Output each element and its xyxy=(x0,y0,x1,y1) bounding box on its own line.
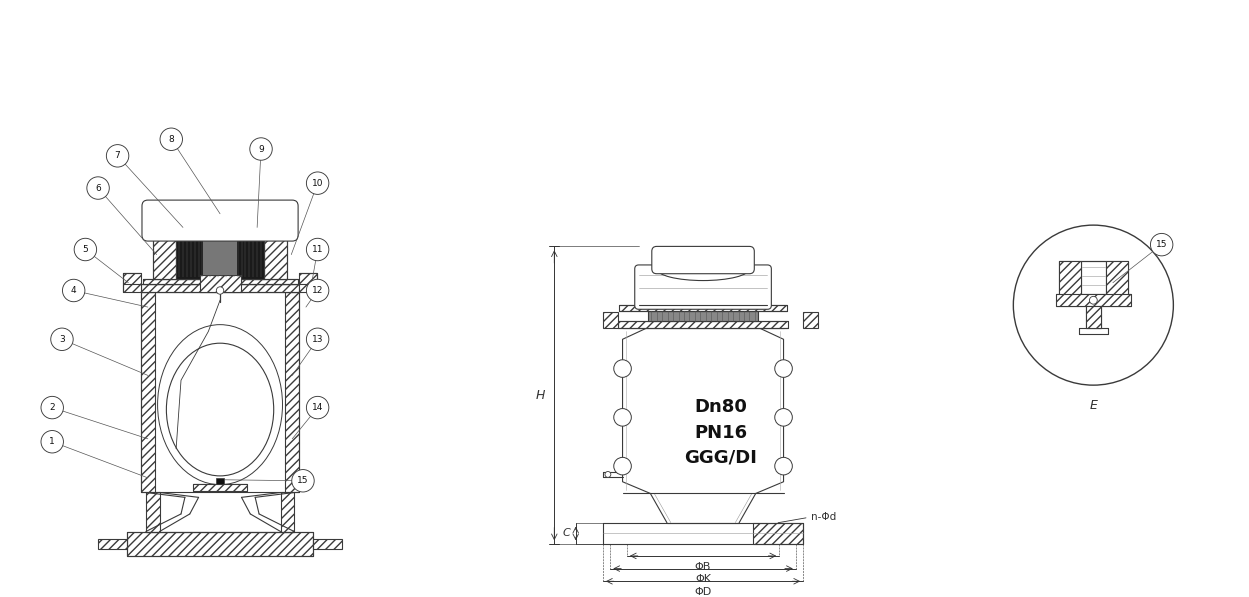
FancyBboxPatch shape xyxy=(652,247,754,273)
Bar xyxy=(1059,261,1080,300)
Text: C: C xyxy=(562,528,570,538)
Bar xyxy=(99,539,127,549)
Circle shape xyxy=(306,279,328,301)
Bar xyxy=(141,293,155,493)
Text: 11: 11 xyxy=(312,245,323,254)
Bar xyxy=(200,275,241,293)
Text: 2: 2 xyxy=(50,403,55,412)
Bar xyxy=(216,478,224,484)
Bar xyxy=(618,321,788,328)
Circle shape xyxy=(51,328,74,350)
Circle shape xyxy=(1013,225,1173,385)
Text: PN16: PN16 xyxy=(694,423,747,442)
Bar xyxy=(603,312,618,328)
Text: 6: 6 xyxy=(95,183,101,193)
Text: ΦK: ΦK xyxy=(694,574,711,584)
Bar xyxy=(286,293,299,493)
Circle shape xyxy=(62,279,85,301)
Bar xyxy=(124,273,141,293)
Circle shape xyxy=(613,360,631,377)
Text: 15: 15 xyxy=(297,476,309,485)
Circle shape xyxy=(613,457,631,475)
Text: 7: 7 xyxy=(115,152,120,161)
Circle shape xyxy=(306,396,328,419)
Circle shape xyxy=(74,238,96,261)
Bar xyxy=(146,493,160,531)
Text: GGG/DI: GGG/DI xyxy=(684,449,757,467)
Circle shape xyxy=(774,360,792,377)
Bar xyxy=(312,539,342,549)
Circle shape xyxy=(160,128,182,150)
Circle shape xyxy=(306,172,328,195)
Text: ΦB: ΦB xyxy=(694,562,711,572)
Text: 3: 3 xyxy=(59,335,65,344)
Circle shape xyxy=(1089,296,1098,304)
Text: 1: 1 xyxy=(50,437,55,446)
Text: 8: 8 xyxy=(169,135,174,144)
Bar xyxy=(204,236,236,275)
Circle shape xyxy=(41,430,64,453)
Circle shape xyxy=(774,457,792,475)
Text: 4: 4 xyxy=(71,286,76,295)
Bar xyxy=(299,273,317,293)
Bar xyxy=(648,311,758,321)
Bar xyxy=(194,484,247,491)
Circle shape xyxy=(216,287,224,294)
Circle shape xyxy=(613,408,631,426)
Bar xyxy=(152,235,176,279)
Text: E: E xyxy=(1089,399,1098,412)
Ellipse shape xyxy=(657,257,749,281)
Bar xyxy=(281,493,295,531)
Circle shape xyxy=(292,470,315,492)
Text: Dn80: Dn80 xyxy=(694,398,747,416)
Text: ΦD: ΦD xyxy=(694,587,712,597)
Text: 5: 5 xyxy=(82,245,89,254)
FancyBboxPatch shape xyxy=(634,265,772,309)
Bar xyxy=(803,312,818,328)
Circle shape xyxy=(306,328,328,350)
Circle shape xyxy=(605,472,611,478)
Bar xyxy=(1085,306,1102,328)
Text: 9: 9 xyxy=(259,144,264,153)
Circle shape xyxy=(250,138,272,160)
Text: 13: 13 xyxy=(312,335,323,344)
Bar xyxy=(176,235,264,279)
Bar xyxy=(1107,261,1128,300)
Circle shape xyxy=(41,396,64,419)
Bar xyxy=(264,235,287,279)
Bar xyxy=(753,523,803,544)
Text: 14: 14 xyxy=(312,403,323,412)
Text: H: H xyxy=(536,389,546,402)
Text: 10: 10 xyxy=(312,179,323,187)
Bar xyxy=(620,306,787,311)
Text: n-Φd: n-Φd xyxy=(811,512,836,522)
Text: 15: 15 xyxy=(1155,240,1168,249)
Circle shape xyxy=(1150,233,1173,256)
Circle shape xyxy=(306,238,328,261)
Bar xyxy=(141,284,299,293)
Text: 12: 12 xyxy=(312,286,323,295)
Bar xyxy=(127,531,312,556)
Circle shape xyxy=(87,177,110,199)
Bar xyxy=(142,279,297,284)
FancyBboxPatch shape xyxy=(142,200,299,241)
Bar xyxy=(1055,294,1130,306)
Circle shape xyxy=(774,408,792,426)
Ellipse shape xyxy=(166,343,274,476)
Circle shape xyxy=(106,144,129,167)
